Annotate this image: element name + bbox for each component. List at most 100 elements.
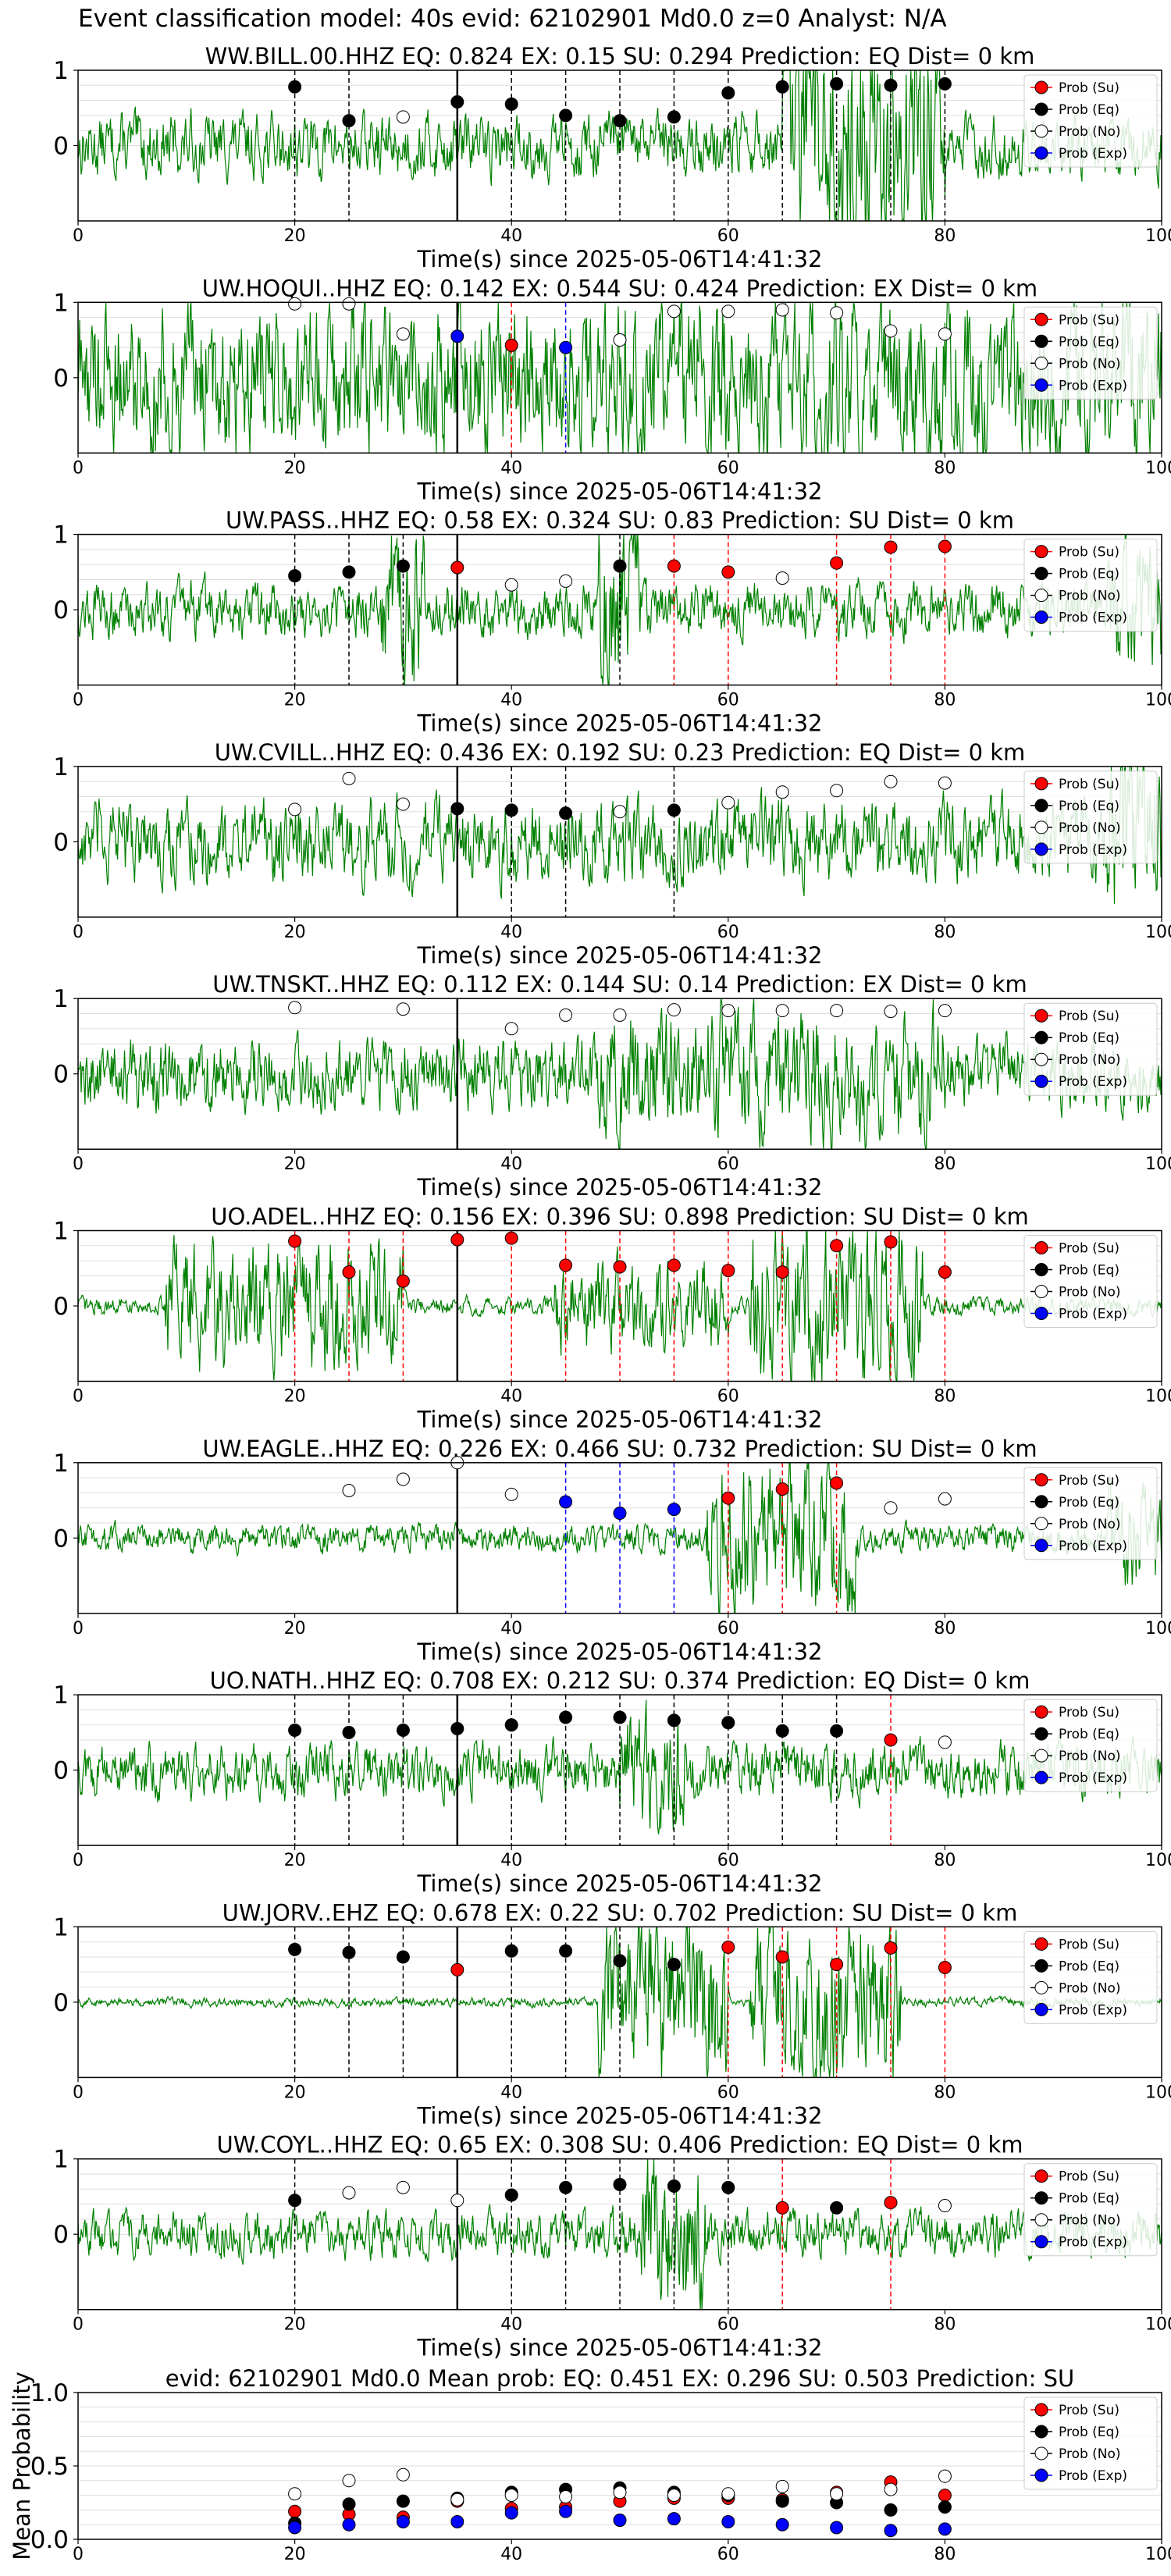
x-tick-label: 80 — [934, 226, 956, 246]
mean-prob-point-exp — [504, 2506, 518, 2520]
prob-point — [342, 1484, 356, 1498]
prob-point — [938, 1265, 952, 1279]
prob-point — [938, 776, 952, 790]
legend-label-exp: Prob (Exp) — [1059, 1074, 1127, 1090]
x-tick-label: 20 — [284, 1387, 306, 1407]
x-tick-label: 0 — [73, 923, 84, 942]
prob-point — [721, 1716, 735, 1730]
x-tick-label: 100 — [1145, 2315, 1171, 2335]
prob-point — [288, 569, 302, 583]
x-tick-label: 40 — [500, 691, 522, 710]
prob-point — [559, 1944, 573, 1958]
legend-marker-eq — [1034, 1030, 1048, 1044]
x-tick-label: 0 — [73, 2083, 84, 2102]
legend-label-su: Prob (Su) — [1059, 312, 1119, 328]
mean-prob-point-exp — [884, 2524, 898, 2538]
panel-title: evid: 62102901 Md0.0 Mean prob: EQ: 0.45… — [166, 2365, 1074, 2392]
prob-point — [667, 1003, 681, 1017]
prob-point — [613, 805, 627, 819]
x-tick-label: 80 — [934, 691, 956, 710]
legend-marker-no — [1034, 1980, 1048, 1994]
legend-marker-exp — [1034, 378, 1048, 392]
prob-point — [559, 806, 573, 820]
prob-point — [613, 1260, 627, 1274]
x-tick-label: 100 — [1145, 1155, 1171, 1174]
legend-box — [1023, 770, 1158, 864]
legend-marker-no — [1034, 2213, 1048, 2227]
prob-point — [342, 565, 356, 579]
x-tick-label: 60 — [717, 2315, 739, 2335]
y-tick-label: 0 — [53, 2221, 69, 2249]
prob-point — [504, 338, 518, 352]
legend-label-no: Prob (No) — [1059, 820, 1121, 836]
x-tick-label: 20 — [284, 1619, 306, 1638]
prob-point — [938, 1735, 952, 1749]
x-axis-label: Time(s) since 2025-05-06T14:41:32 — [417, 1638, 823, 1665]
prob-point — [559, 574, 573, 588]
prob-point — [721, 304, 735, 318]
legend-label-exp: Prob (Exp) — [1059, 842, 1127, 858]
station-panel-10: UW.COYL..HHZ EQ: 0.65 EX: 0.308 SU: 0.40… — [53, 2132, 1171, 2361]
legend-box — [1023, 1002, 1158, 1096]
legend-label-eq: Prob (Eq) — [1059, 1959, 1119, 1974]
prob-point — [938, 327, 952, 341]
prob-point — [396, 110, 410, 124]
legend-marker-su — [1034, 1009, 1048, 1023]
station-panel-7: UW.EAGLE..HHZ EQ: 0.226 EX: 0.466 SU: 0.… — [53, 1436, 1171, 1665]
x-tick-label: 80 — [934, 1155, 956, 1174]
y-axis-label: Mean Probability — [9, 2371, 35, 2560]
prob-point — [721, 565, 735, 579]
legend-label-su: Prob (Su) — [1059, 2169, 1119, 2185]
prob-point — [884, 1235, 898, 1249]
mean-prob-point-exp — [613, 2514, 627, 2528]
prob-point — [450, 1233, 464, 1247]
x-tick-label: 40 — [500, 1387, 522, 1407]
panel-title: UO.NATH..HHZ EQ: 0.708 EX: 0.212 SU: 0.3… — [210, 1667, 1030, 1694]
prob-point — [830, 1476, 844, 1490]
station-panel-3: UW.PASS..HHZ EQ: 0.58 EX: 0.324 SU: 0.83… — [53, 507, 1171, 737]
mean-prob-point-no — [288, 2487, 302, 2501]
prob-point — [559, 2180, 573, 2194]
prob-point — [721, 1004, 735, 1018]
prob-point — [721, 1264, 735, 1278]
x-axis-label: Time(s) since 2025-05-06T14:41:32 — [417, 710, 823, 737]
legend-marker-eq — [1034, 2191, 1048, 2205]
legend-label-no: Prob (No) — [1059, 2446, 1121, 2462]
x-tick-label: 80 — [934, 2545, 956, 2564]
x-tick-label: 60 — [717, 458, 739, 478]
prob-point — [721, 1491, 735, 1505]
prob-point — [613, 1710, 627, 1724]
legend-box — [1023, 74, 1158, 168]
legend-marker-eq — [1034, 1263, 1048, 1276]
prob-point — [938, 539, 952, 553]
legend-marker-exp — [1034, 2002, 1048, 2016]
panel-title: UW.JORV..EHZ EQ: 0.678 EX: 0.22 SU: 0.70… — [222, 1899, 1018, 1926]
legend-marker-su — [1034, 80, 1048, 94]
y-tick-label: 0 — [53, 1989, 69, 2017]
x-tick-label: 100 — [1145, 226, 1171, 246]
prob-point — [504, 1718, 518, 1732]
legend-marker-no — [1034, 1517, 1048, 1531]
prob-point — [342, 1725, 356, 1739]
legend-marker-exp — [1034, 842, 1048, 856]
figure-title: Event classification model: 40s evid: 62… — [78, 5, 947, 33]
legend-box — [1023, 2163, 1158, 2257]
legend-marker-exp — [1034, 146, 1048, 160]
x-axis-label: Time(s) since 2025-05-06T14:41:32 — [417, 1407, 823, 1433]
legend-label-eq: Prob (Eq) — [1059, 2191, 1119, 2207]
mean-prob-point-no — [613, 2485, 627, 2500]
x-tick-label: 60 — [717, 691, 739, 710]
y-tick-label: 0 — [53, 1061, 69, 1089]
prob-point — [450, 95, 464, 109]
legend-label-exp: Prob (Exp) — [1059, 610, 1127, 626]
x-tick-label: 100 — [1145, 1387, 1171, 1407]
x-tick-label: 60 — [717, 1155, 739, 1174]
legend-label-eq: Prob (Eq) — [1059, 799, 1119, 814]
legend-marker-exp — [1034, 2468, 1048, 2482]
x-tick-label: 80 — [934, 1851, 956, 1870]
prob-point — [830, 1958, 844, 1972]
prob-point — [342, 297, 356, 311]
mean-prob-point-no — [559, 2489, 573, 2503]
legend-box — [1023, 1235, 1158, 1328]
